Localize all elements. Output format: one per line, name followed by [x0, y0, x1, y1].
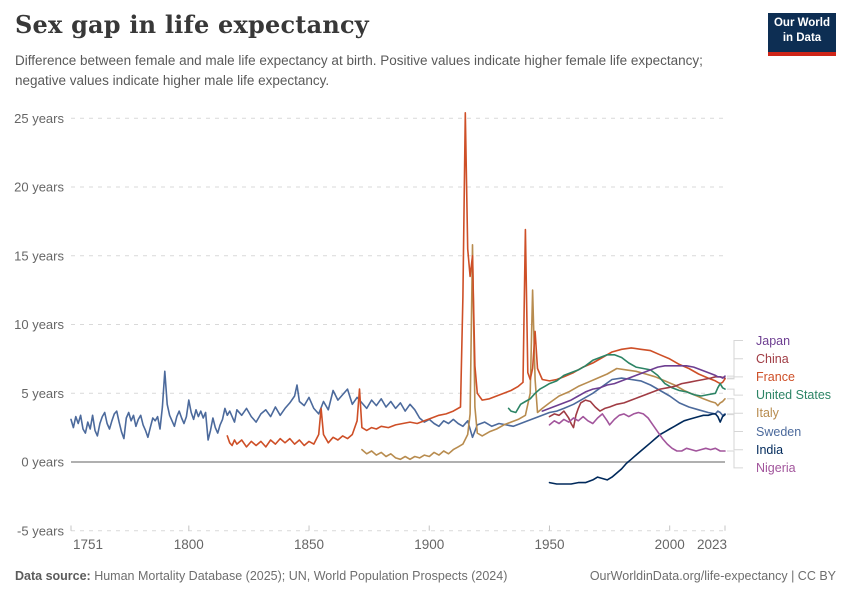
- series-line-nigeria[interactable]: [548, 411, 726, 452]
- y-tick-label-5: 5 years: [21, 386, 64, 401]
- x-tick-label-1751: 1751: [73, 537, 103, 552]
- y-tick-label-0: 0 years: [21, 455, 64, 470]
- legend-item-france[interactable]: France: [756, 369, 795, 384]
- legend-item-united-states[interactable]: United States: [756, 388, 832, 403]
- x-tick-label-1800: 1800: [174, 537, 204, 552]
- legend-connector-france: [727, 376, 743, 380]
- series-line-italy[interactable]: [361, 244, 726, 461]
- x-tick-label-1850: 1850: [294, 537, 324, 552]
- series-line-china[interactable]: [548, 376, 726, 429]
- legend-item-china[interactable]: China: [756, 351, 789, 366]
- legend-connector-china: [727, 358, 743, 379]
- data-source-label: Data source:: [15, 569, 91, 583]
- owid-logo[interactable]: Our World in Data: [768, 13, 836, 56]
- legend-connector-italy: [727, 398, 743, 414]
- x-tick-label-1900: 1900: [414, 537, 444, 552]
- series-line-india[interactable]: [548, 413, 726, 485]
- series-line-japan[interactable]: [541, 365, 726, 412]
- x-tick-label-2023: 2023: [697, 537, 727, 552]
- owid-logo-line2: in Data: [782, 31, 822, 44]
- y-tick-label-20: 20 years: [14, 180, 64, 195]
- legend-connector-india: [727, 414, 743, 451]
- series-line-sweden[interactable]: [70, 370, 726, 441]
- legend-item-india[interactable]: India: [756, 442, 784, 457]
- legend-item-italy[interactable]: Italy: [756, 406, 779, 421]
- legend-connector-nigeria: [727, 450, 743, 469]
- y-tick-label-25: 25 years: [14, 111, 64, 126]
- legend-item-nigeria[interactable]: Nigeria: [756, 460, 796, 475]
- footer: Data source: Human Mortality Database (2…: [15, 569, 836, 583]
- data-source: Data source: Human Mortality Database (2…: [15, 569, 507, 583]
- chart-title: Sex gap in life expectancy: [15, 10, 369, 39]
- legend-connector-sweden: [727, 413, 743, 432]
- series-line-united-states[interactable]: [507, 354, 726, 414]
- y-tick-label-15: 15 years: [14, 248, 64, 263]
- data-source-text: Human Mortality Database (2025); UN, Wor…: [90, 569, 508, 583]
- owid-logo-line1: Our World: [773, 17, 830, 29]
- y-tick-label-10: 10 years: [14, 317, 64, 332]
- footer-link[interactable]: OurWorldinData.org/life-expectancy | CC …: [589, 569, 836, 583]
- x-tick-label-1950: 1950: [534, 537, 564, 552]
- chart-subtitle: Difference between female and male life …: [15, 53, 703, 89]
- legend-item-sweden[interactable]: Sweden: [756, 424, 802, 439]
- series-line-france[interactable]: [226, 112, 726, 448]
- y-tick-label--5: -5 years: [17, 523, 64, 538]
- x-tick-label-2000: 2000: [655, 537, 685, 552]
- legend-item-japan[interactable]: Japan: [756, 333, 791, 348]
- legend-connector-united-states: [727, 388, 743, 396]
